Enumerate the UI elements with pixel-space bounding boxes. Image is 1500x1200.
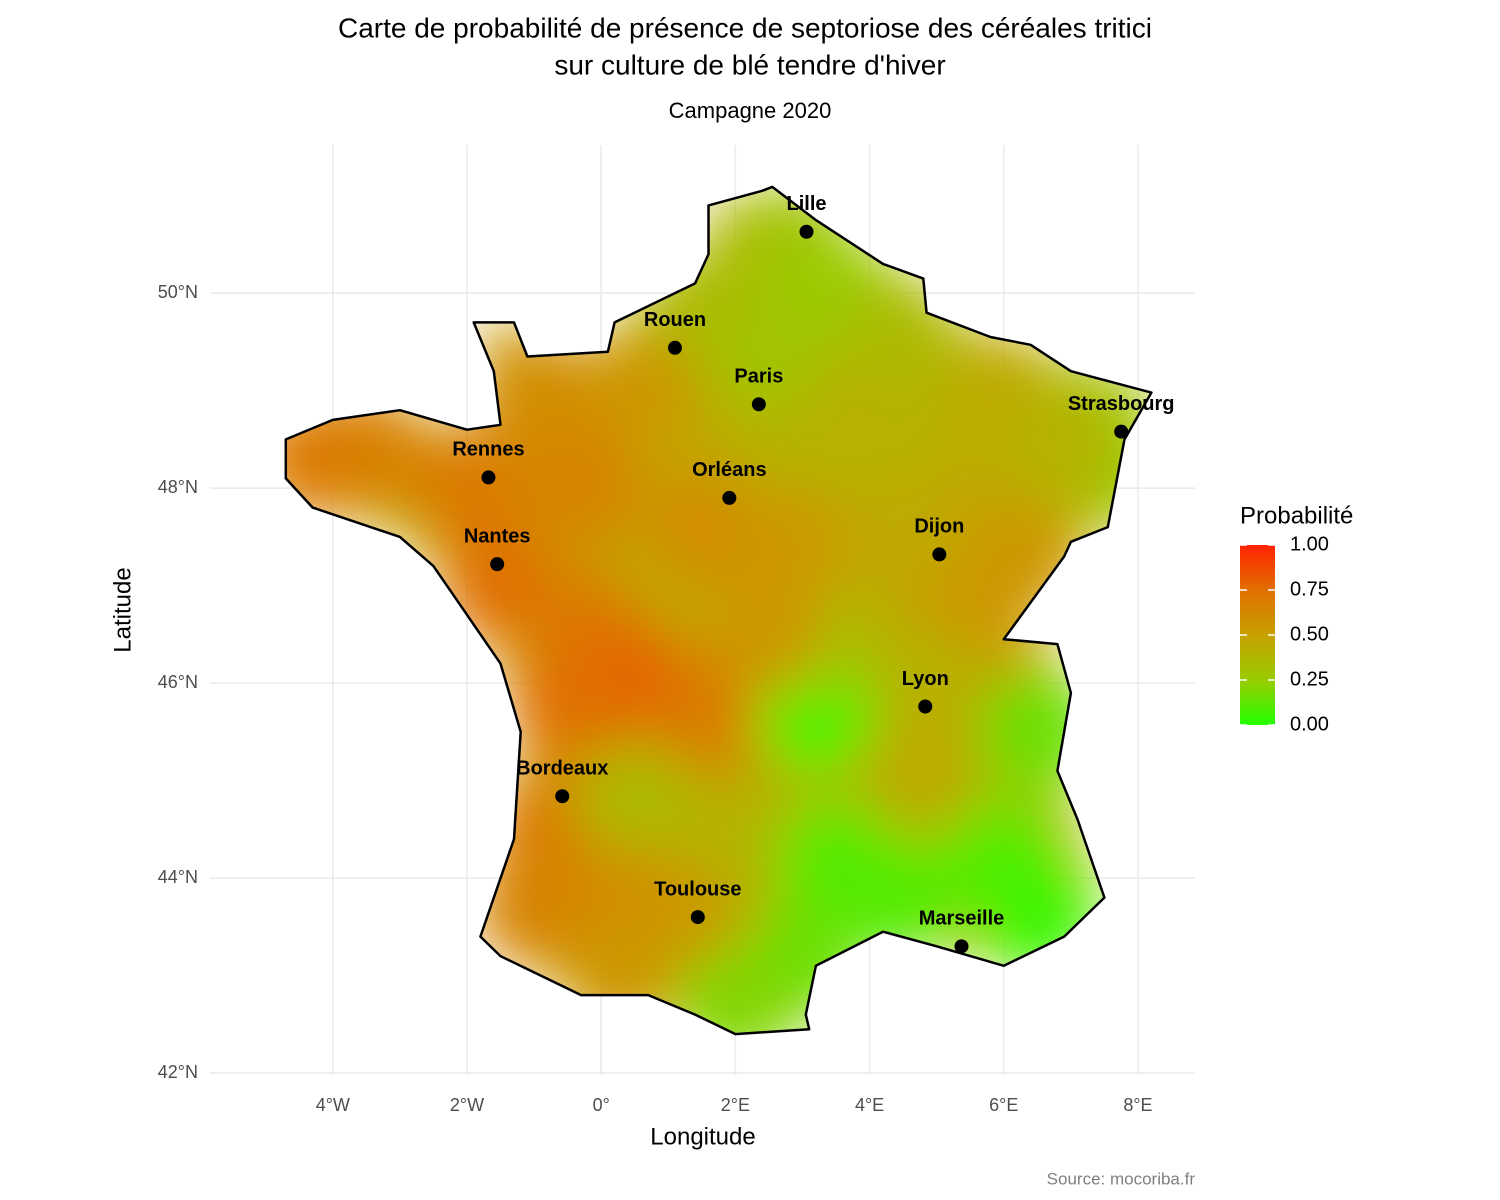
legend-title: Probabilité: [1240, 502, 1353, 529]
x-tick-label: 2°E: [721, 1095, 750, 1115]
city-point: [751, 397, 766, 412]
probability-cell: [655, 652, 776, 773]
probability-cell: [507, 642, 628, 763]
city-label: Bordeaux: [516, 757, 608, 779]
chart-title: sur culture de blé tendre d'hiver: [554, 49, 945, 80]
city-point: [722, 490, 737, 505]
probability-cell: [708, 564, 829, 685]
france-outline: [284, 185, 1153, 1036]
probability-cell: [574, 330, 695, 451]
surface-layer: [285, 186, 1152, 1035]
probability-cell: [997, 389, 1118, 510]
city-point: [918, 699, 933, 714]
y-tick-label: 50°N: [158, 282, 198, 302]
probability-cell: [574, 740, 695, 861]
probability-cell: [474, 847, 595, 968]
probability-cell: [708, 301, 829, 422]
city-label: Paris: [734, 366, 783, 388]
legend-label: 0.50: [1290, 623, 1329, 645]
legend: 0.00 0.25 0.50 0.75 1.00: [1240, 533, 1329, 735]
legend-label: 0.75: [1290, 578, 1329, 600]
city-label: Strasbourg: [1068, 393, 1175, 415]
chart-subtitle: Campagne 2020: [669, 98, 832, 123]
legend-label: 0.00: [1290, 713, 1329, 735]
x-tick-label: 8°E: [1123, 1095, 1152, 1115]
city-point: [555, 789, 570, 804]
probability-cell: [843, 837, 964, 958]
x-tick-label: 0°: [593, 1095, 610, 1115]
y-axis-label: Latitude: [109, 567, 136, 652]
legend-label: 0.25: [1290, 668, 1329, 690]
probability-surface: [285, 186, 1152, 1035]
probability-cell: [521, 428, 642, 549]
city-point: [490, 557, 505, 572]
probability-cell: [742, 398, 863, 519]
probability-cell: [977, 671, 1098, 792]
probability-cell: [675, 944, 796, 1035]
x-tick-label: 4°E: [855, 1095, 884, 1115]
x-tick-label: 4°W: [316, 1095, 350, 1115]
x-axis-label: Longitude: [650, 1123, 755, 1150]
probability-cell: [561, 915, 682, 1035]
y-tick-label: 46°N: [158, 672, 198, 692]
y-tick-label: 42°N: [158, 1062, 198, 1082]
city-label: Orléans: [692, 459, 766, 481]
city-label: Toulouse: [654, 878, 741, 900]
x-tick-label: 2°W: [450, 1095, 484, 1115]
city-point: [667, 340, 682, 355]
legend-label: 1.00: [1290, 533, 1329, 555]
city-point: [1114, 424, 1129, 439]
city-point: [932, 547, 947, 562]
city-point: [799, 224, 814, 239]
city-label: Nantes: [464, 525, 531, 547]
chart-title: Carte de probabilité de présence de sept…: [338, 12, 1152, 43]
city-point: [690, 910, 705, 925]
city-label: Lille: [786, 193, 826, 215]
probability-cell: [474, 330, 595, 451]
city-label: Dijon: [914, 516, 964, 538]
city-label: Rouen: [644, 309, 706, 331]
city-point: [481, 470, 496, 485]
caption: Source: mocoriba.fr: [1047, 1169, 1196, 1188]
y-tick-label: 48°N: [158, 477, 198, 497]
x-tick-label: 6°E: [989, 1095, 1018, 1115]
probability-cell: [406, 428, 527, 549]
city-label: Marseille: [919, 908, 1005, 930]
cities: Lille Rouen Paris Strasbourg Rennes Orléans Di…: [452, 193, 1175, 954]
city-label: Lyon: [902, 668, 949, 690]
city-label: Rennes: [452, 439, 524, 461]
city-point: [954, 939, 969, 954]
y-tick-label: 44°N: [158, 867, 198, 887]
probability-cell: [285, 398, 373, 519]
